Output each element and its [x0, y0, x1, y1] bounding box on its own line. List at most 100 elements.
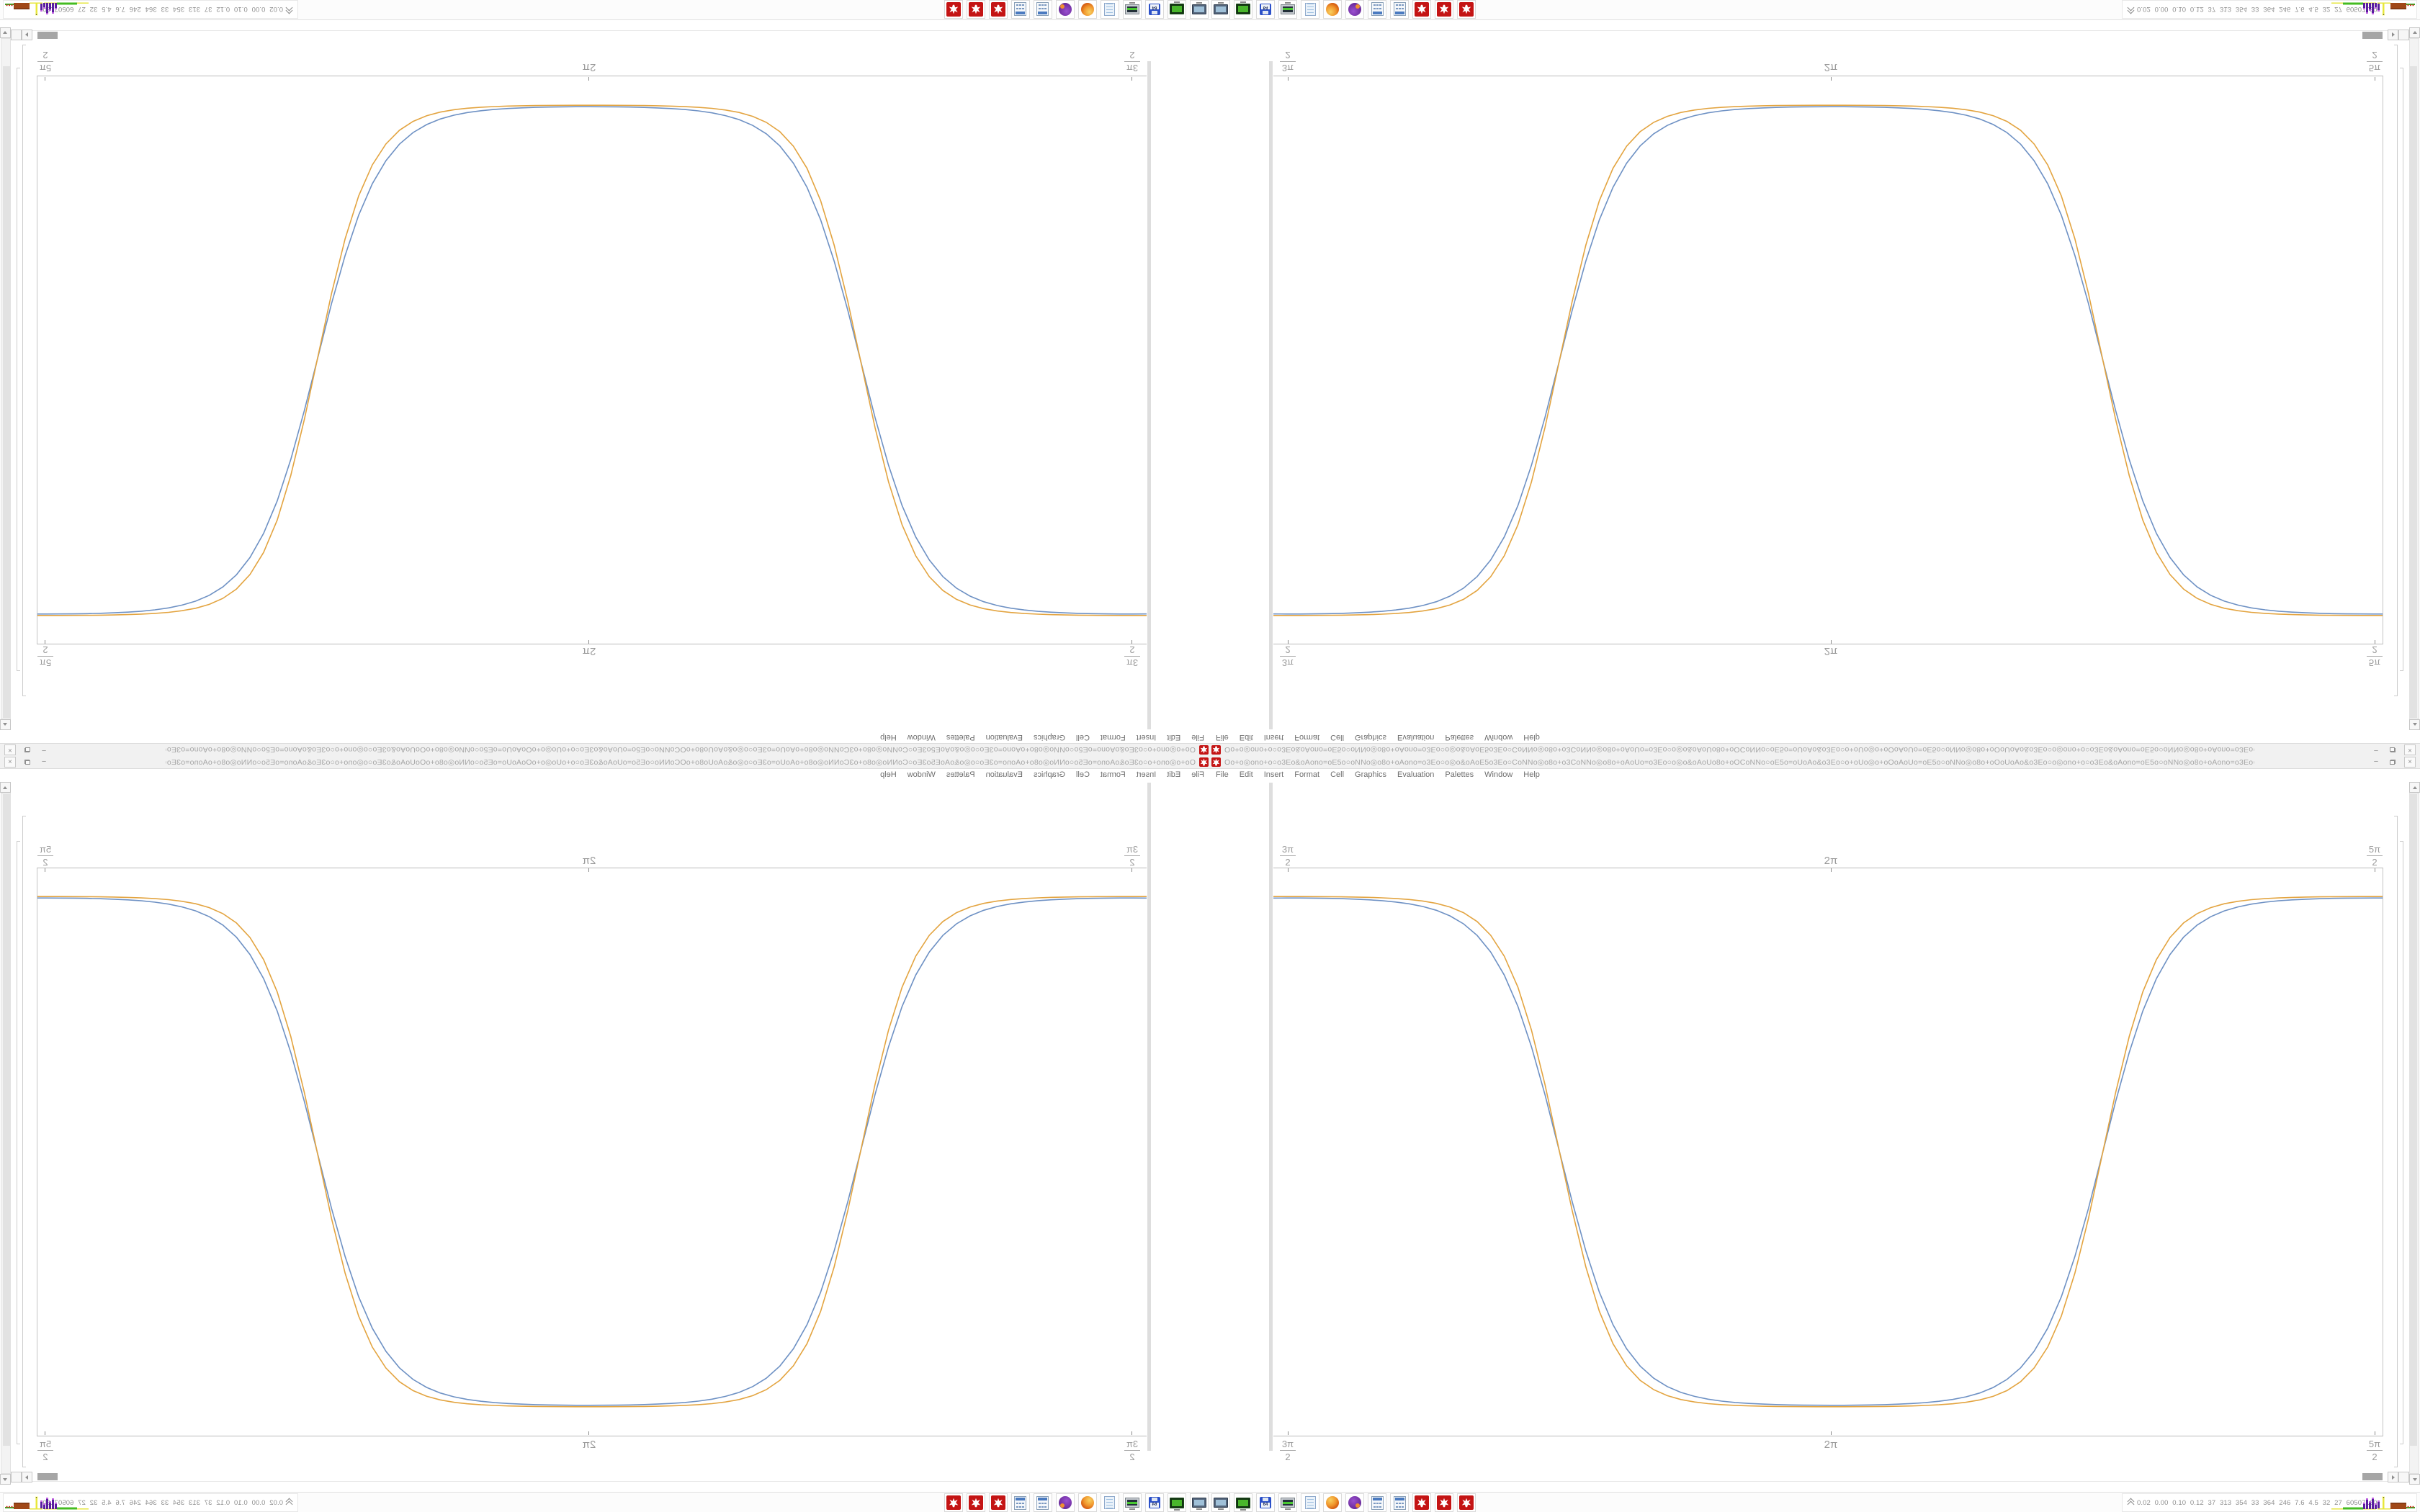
workspace-monitor-icon[interactable]: [1190, 0, 1209, 19]
close-button[interactable]: ×: [4, 757, 16, 768]
system-monitor-icon[interactable]: [1278, 0, 1297, 19]
mathematica-icon-2[interactable]: [1435, 0, 1453, 19]
close-button[interactable]: ×: [4, 744, 16, 755]
purple-app-icon[interactable]: [1345, 0, 1364, 19]
system-monitor-icon[interactable]: [1278, 1493, 1297, 1512]
menu-item-insert[interactable]: Insert: [1136, 733, 1157, 742]
menu-item-evaluation[interactable]: Evaluation: [1397, 770, 1435, 779]
purple-app-icon[interactable]: [1345, 1493, 1364, 1512]
menu-item-cell[interactable]: Cell: [1075, 733, 1090, 742]
menu-item-cell[interactable]: Cell: [1330, 770, 1345, 779]
mathematica-icon-3[interactable]: [1457, 0, 1476, 19]
menu-item-graphics[interactable]: Graphics: [1033, 733, 1065, 742]
window-titlebar[interactable]: Oo+o◎ono+o○o3Eo&oAono=oE5o○oNNo◎o8o+oAon…: [1210, 756, 2420, 769]
terminal-icon[interactable]: [1168, 0, 1186, 19]
menu-item-help[interactable]: Help: [1523, 733, 1540, 742]
scroll-right-button[interactable]: [22, 1472, 32, 1482]
restore-button[interactable]: [2388, 757, 2398, 767]
mathematica-icon-1[interactable]: [1412, 0, 1431, 19]
mathematica-icon-3[interactable]: [1457, 1493, 1476, 1512]
minimize-button[interactable]: −: [2373, 746, 2379, 755]
mathematica-icon-1[interactable]: [989, 0, 1008, 19]
calculator-icon-2[interactable]: [1011, 1493, 1030, 1512]
firefox-icon[interactable]: [1323, 1493, 1342, 1512]
mathematica-icon-3[interactable]: [944, 1493, 963, 1512]
menu-item-help[interactable]: Help: [1523, 770, 1540, 779]
calculator-icon-2[interactable]: [1390, 1493, 1409, 1512]
menu-item-cell[interactable]: Cell: [1330, 733, 1345, 742]
window-titlebar[interactable]: Oo+o◎ono+o○o3Eo&oAono=oE5o○oNNo◎o8o+oAon…: [1210, 743, 2420, 756]
calculator-icon-2[interactable]: [1011, 0, 1030, 19]
vertical-scroll-thumb[interactable]: [3, 66, 10, 718]
menu-item-edit[interactable]: Edit: [1167, 733, 1181, 742]
menu-item-file[interactable]: File: [1191, 770, 1204, 779]
menu-item-file[interactable]: File: [1216, 733, 1229, 742]
horizontal-scrollbar[interactable]: [1210, 1472, 2409, 1482]
firefox-icon[interactable]: [1323, 0, 1342, 19]
menu-item-format[interactable]: Format: [1100, 770, 1126, 779]
vertical-scrollbar[interactable]: [2408, 782, 2420, 1485]
notepad-icon[interactable]: [1301, 0, 1319, 19]
scroll-down-button[interactable]: [0, 1474, 11, 1485]
restore-button[interactable]: [22, 745, 32, 755]
menu-item-format[interactable]: Format: [1100, 733, 1126, 742]
cell-group-bracket[interactable]: [2394, 816, 2398, 1467]
scroll-up-button[interactable]: [2409, 782, 2420, 793]
restore-button[interactable]: [22, 757, 32, 767]
workspace-monitor-icon[interactable]: [1190, 1493, 1209, 1512]
mathematica-icon-2[interactable]: [967, 1493, 985, 1512]
close-button[interactable]: ×: [2404, 757, 2416, 768]
horizontal-scroll-thumb[interactable]: [37, 1473, 58, 1480]
horizontal-scroll-track[interactable]: [1210, 30, 2408, 31]
calculator-icon-2[interactable]: [1390, 0, 1409, 19]
vertical-scroll-thumb[interactable]: [3, 794, 10, 1446]
firefox-icon[interactable]: [1078, 1493, 1097, 1512]
scroll-right-button[interactable]: [2388, 1472, 2398, 1482]
scroll-up-button[interactable]: [0, 782, 11, 793]
scroll-down-button[interactable]: [0, 27, 11, 38]
horizontal-scrollbar[interactable]: [11, 1472, 1210, 1482]
menu-item-palettes[interactable]: Palettes: [946, 770, 975, 779]
system-monitor-icon[interactable]: [1123, 0, 1142, 19]
horizontal-scroll-thumb[interactable]: [2362, 1473, 2383, 1480]
menu-item-format[interactable]: Format: [1294, 770, 1320, 779]
floppy-disk-icon[interactable]: 64: [1145, 1493, 1164, 1512]
firefox-icon[interactable]: [1078, 0, 1097, 19]
cell-group-bracket[interactable]: [22, 816, 23, 1467]
menu-item-palettes[interactable]: Palettes: [1445, 770, 1474, 779]
restore-button[interactable]: [2388, 745, 2398, 755]
horizontal-scroll-track[interactable]: [12, 30, 1210, 31]
scroll-down-button[interactable]: [2409, 27, 2420, 38]
mathematica-icon-2[interactable]: [1435, 1493, 1453, 1512]
mathematica-icon-1[interactable]: [1412, 1493, 1431, 1512]
menu-item-edit[interactable]: Edit: [1239, 733, 1253, 742]
window-titlebar[interactable]: Oo+o◎ono+o○o3Eo&oAono=oE5o○oNNo◎o8o+oAon…: [0, 756, 1210, 769]
scroll-down-button[interactable]: [2409, 1474, 2420, 1485]
menu-item-window[interactable]: Window: [907, 770, 936, 779]
expand-chevron-icon[interactable]: [2127, 1498, 2135, 1508]
menu-item-palettes[interactable]: Palettes: [946, 733, 975, 742]
menu-item-window[interactable]: Window: [1484, 770, 1513, 779]
expand-chevron-icon[interactable]: [285, 4, 293, 14]
horizontal-scrollbar[interactable]: [1210, 30, 2409, 40]
menu-item-format[interactable]: Format: [1294, 733, 1320, 742]
horizontal-scroll-thumb[interactable]: [2362, 32, 2383, 39]
menu-item-window[interactable]: Window: [907, 733, 936, 742]
calculator-icon[interactable]: [1034, 0, 1052, 19]
system-monitor-icon[interactable]: [1123, 1493, 1142, 1512]
vertical-scrollbar[interactable]: [2408, 27, 2420, 730]
notepad-icon[interactable]: [1301, 1493, 1319, 1512]
notepad-icon[interactable]: [1101, 1493, 1119, 1512]
floppy-disk-icon[interactable]: 64: [1145, 0, 1164, 19]
cell-group-bracket[interactable]: [22, 45, 23, 696]
menu-item-file[interactable]: File: [1191, 733, 1204, 742]
close-button[interactable]: ×: [2404, 744, 2416, 755]
menu-item-insert[interactable]: Insert: [1136, 770, 1157, 779]
floppy-disk-icon[interactable]: 64: [1256, 1493, 1275, 1512]
menu-item-edit[interactable]: Edit: [1239, 770, 1253, 779]
cell-group-bracket[interactable]: [2397, 45, 2398, 696]
horizontal-scroll-track[interactable]: [12, 1481, 1210, 1482]
menu-item-graphics[interactable]: Graphics: [1033, 770, 1065, 779]
purple-app-icon[interactable]: [1056, 1493, 1075, 1512]
vertical-scroll-thumb[interactable]: [2410, 794, 2417, 1446]
